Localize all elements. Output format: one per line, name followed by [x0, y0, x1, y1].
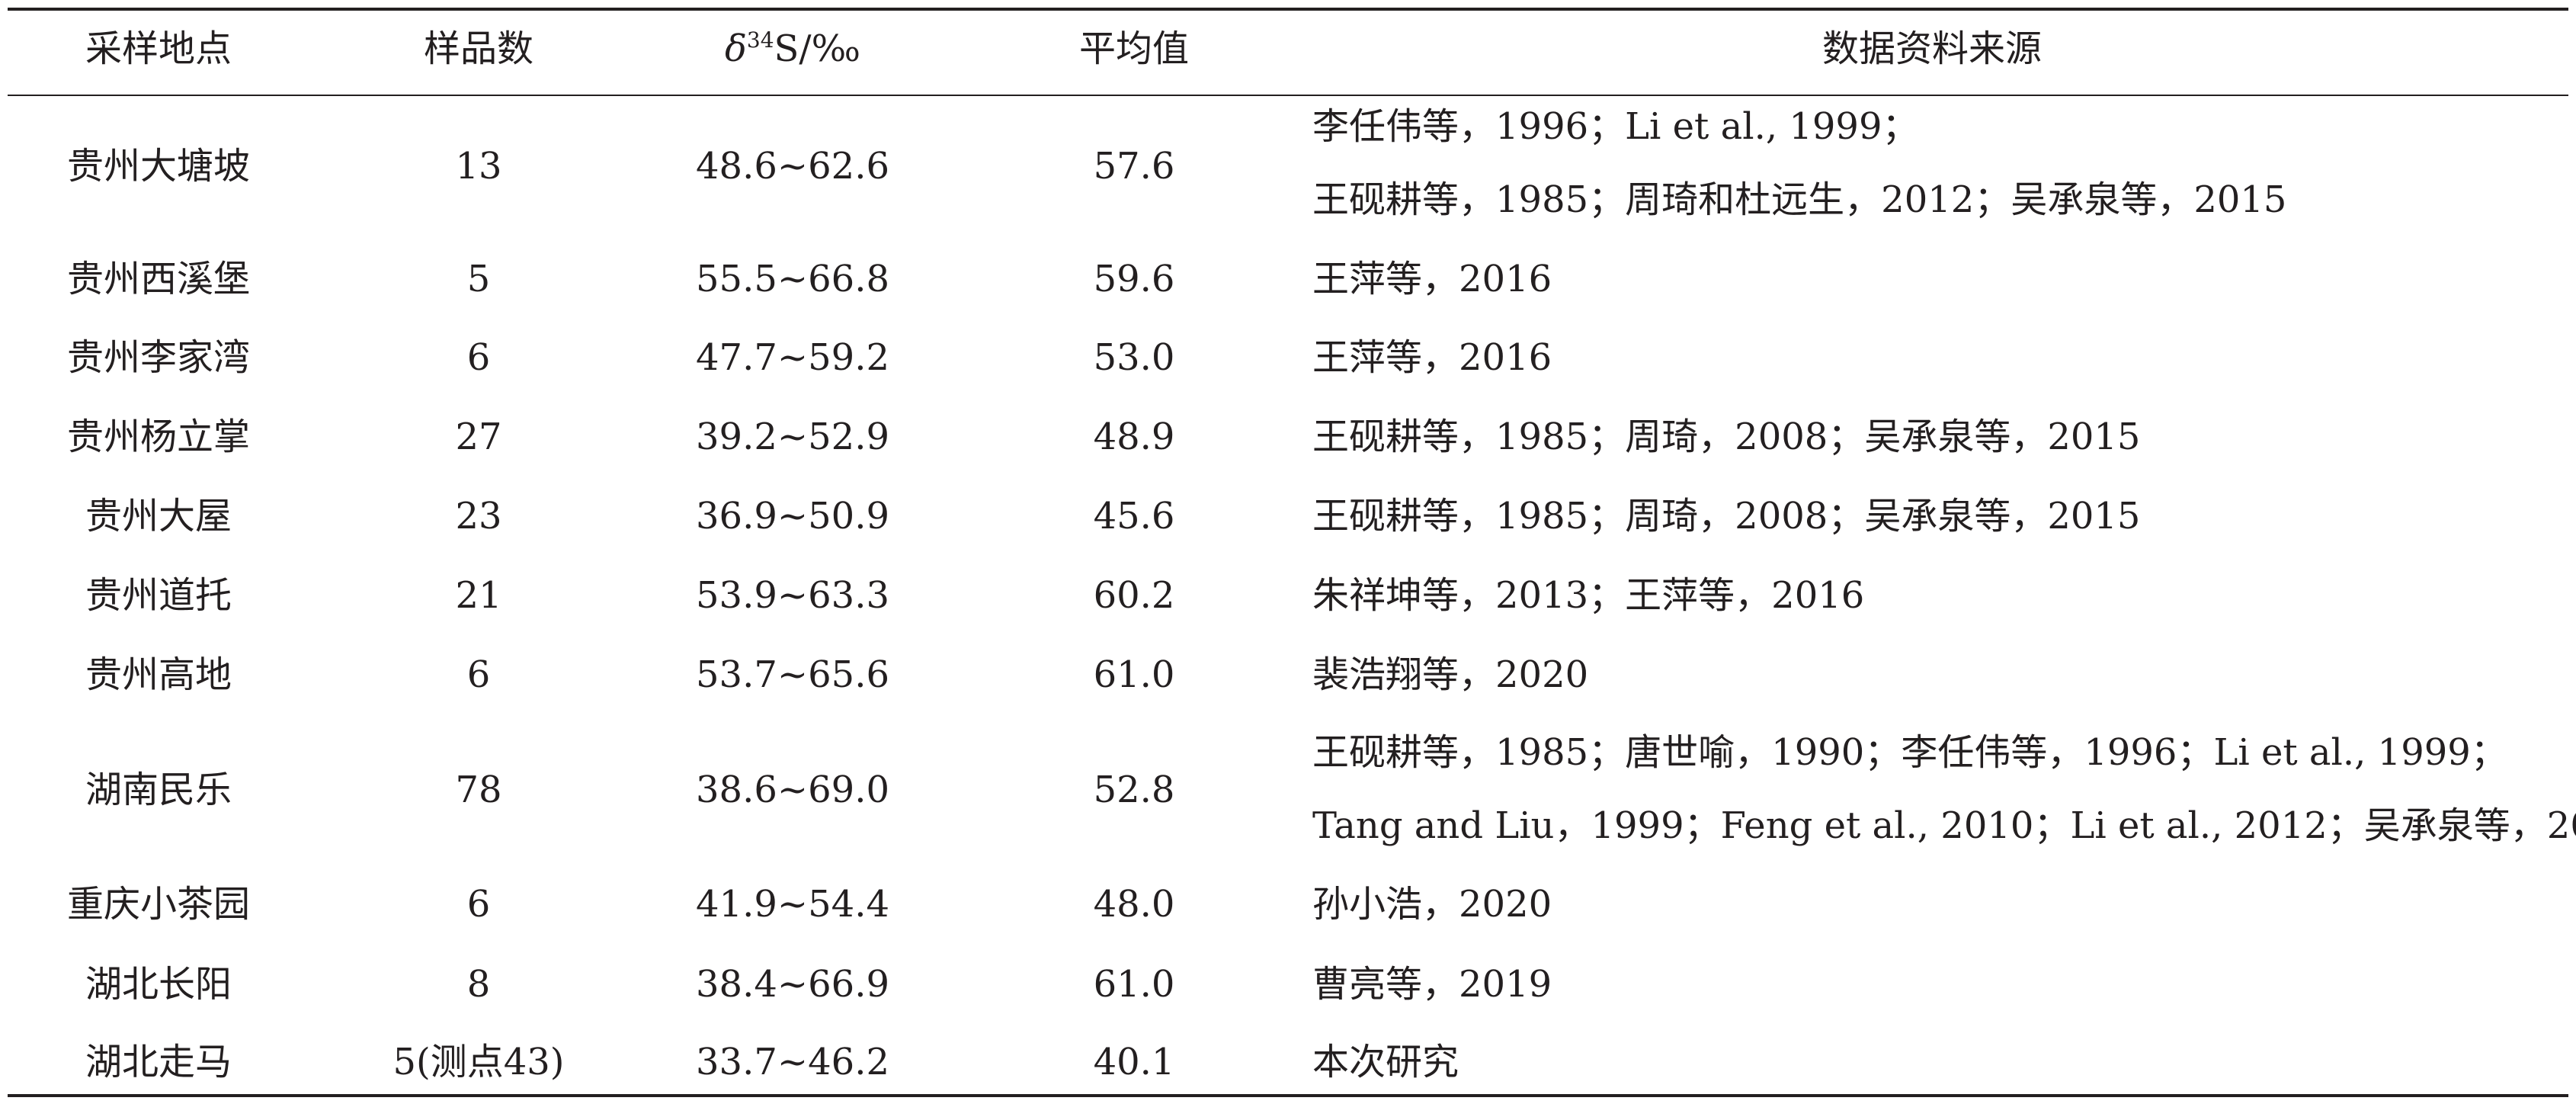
cell-site: 贵州高地 [85, 653, 232, 696]
delta-symbol: δ [724, 27, 747, 70]
cell-count: 6 [466, 336, 491, 379]
cell-range: 47.7~59.2 [696, 336, 889, 379]
cell-mean: 57.6 [1093, 145, 1175, 188]
cell-count: 21 [455, 574, 502, 617]
delta-unit: S/‰ [774, 27, 861, 70]
cell-source: 李任伟等，1996；Li et al., 1999； [1312, 105, 1919, 148]
cell-mean: 60.2 [1093, 574, 1175, 617]
header-site: 采样地点 [85, 27, 232, 70]
cell-site: 湖北走马 [85, 1041, 232, 1083]
cell-mean: 59.6 [1093, 258, 1175, 300]
cell-count: 27 [455, 416, 502, 458]
cell-site: 重庆小茶园 [66, 883, 251, 926]
header-mean: 平均值 [1078, 27, 1190, 70]
cell-source: 王萍等，2016 [1312, 336, 1552, 379]
cell-site: 湖南民乐 [85, 769, 232, 811]
cell-mean: 61.0 [1093, 963, 1175, 1006]
cell-count: 6 [466, 883, 491, 926]
cell-range: 48.6~62.6 [696, 145, 889, 188]
cell-mean: 48.0 [1093, 883, 1175, 926]
cell-count: 5 [466, 258, 491, 300]
cell-site: 贵州西溪堡 [66, 258, 251, 300]
cell-range: 39.2~52.9 [696, 416, 889, 458]
cell-source: 裴浩翔等，2020 [1312, 653, 1589, 696]
header-rule [8, 95, 2568, 96]
cell-range: 38.6~69.0 [696, 769, 889, 811]
header-delta34s: δ34S/‰ [725, 26, 860, 72]
cell-mean: 53.0 [1093, 336, 1175, 379]
cell-source: 王砚耕等，1985；唐世喻，1990；李任伟等，1996；Li et al., … [1312, 731, 2507, 774]
cell-range: 41.9~54.4 [696, 883, 889, 926]
isotope-superscript: 34 [746, 27, 774, 53]
cell-source: 孙小浩，2020 [1312, 883, 1552, 926]
cell-source: 本次研究 [1312, 1041, 1459, 1083]
cell-range: 33.7~46.2 [696, 1041, 889, 1083]
cell-site: 湖北长阳 [85, 963, 232, 1006]
cell-site: 贵州道托 [85, 574, 232, 617]
cell-range: 38.4~66.9 [696, 963, 889, 1006]
header-source: 数据资料来源 [1821, 27, 2043, 70]
cell-source: Tang and Liu，1999；Feng et al., 2010；Li e… [1312, 804, 2576, 847]
cell-site: 贵州李家湾 [66, 336, 251, 379]
cell-count: 8 [466, 963, 491, 1006]
cell-mean: 52.8 [1093, 769, 1175, 811]
cell-source: 曹亮等，2019 [1312, 963, 1552, 1006]
cell-count: 5(测点43) [392, 1041, 565, 1083]
cell-mean: 45.6 [1093, 495, 1175, 538]
cell-source: 王砚耕等，1985；周琦，2008；吴承泉等，2015 [1312, 495, 2141, 538]
cell-count: 23 [455, 495, 502, 538]
header-count: 样品数 [423, 27, 534, 70]
cell-range: 53.9~63.3 [696, 574, 889, 617]
cell-mean: 48.9 [1093, 416, 1175, 458]
top-rule [8, 8, 2568, 11]
cell-source: 王萍等，2016 [1312, 258, 1552, 300]
cell-count: 78 [455, 769, 502, 811]
cell-mean: 40.1 [1093, 1041, 1175, 1083]
cell-site: 贵州杨立掌 [66, 416, 251, 458]
cell-range: 36.9~50.9 [696, 495, 889, 538]
cell-source: 王砚耕等，1985；周琦和杜远生，2012；吴承泉等，2015 [1312, 178, 2287, 221]
cell-source: 王砚耕等，1985；周琦，2008；吴承泉等，2015 [1312, 416, 2141, 458]
cell-count: 13 [455, 145, 502, 188]
cell-range: 53.7~65.6 [696, 653, 889, 696]
cell-site: 贵州大塘坡 [66, 145, 251, 188]
cell-count: 6 [466, 653, 491, 696]
cell-mean: 61.0 [1093, 653, 1175, 696]
bottom-rule [8, 1094, 2568, 1097]
cell-range: 55.5~66.8 [696, 258, 889, 300]
cell-source: 朱祥坤等，2013；王萍等，2016 [1312, 574, 1865, 617]
cell-site: 贵州大屋 [85, 495, 232, 538]
